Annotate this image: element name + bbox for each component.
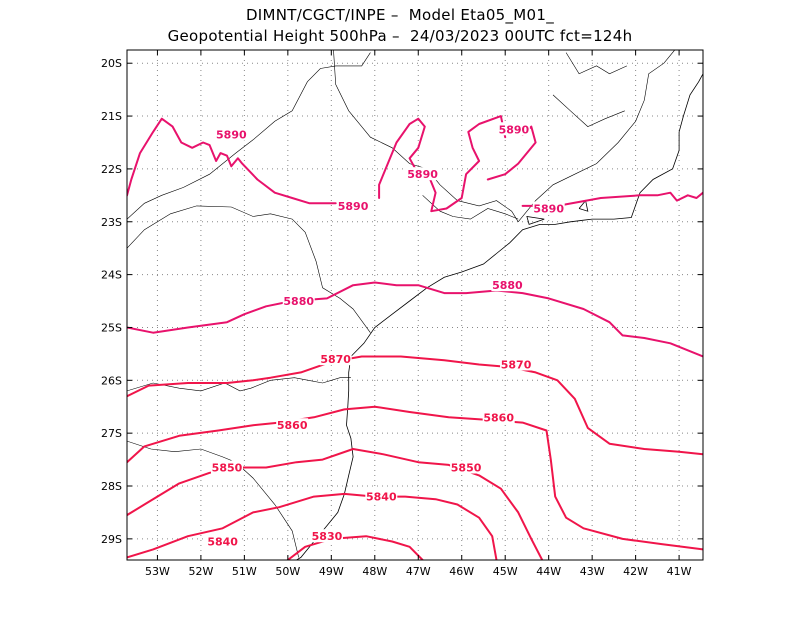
contour-label-5850: 5850 <box>451 462 482 475</box>
contour-label-5870: 5870 <box>320 353 351 366</box>
contour-line-5840 <box>127 492 498 560</box>
lon-tick-label: 42W <box>623 565 648 578</box>
lat-tick-label: 20S <box>101 57 122 70</box>
lat-tick-label: 22S <box>101 163 122 176</box>
state-boundary-line <box>127 440 299 558</box>
lat-tick-label: 21S <box>101 110 122 123</box>
lon-tick-label: 43W <box>580 565 605 578</box>
contour-label-5890: 5890 <box>407 168 438 181</box>
state-boundary-line <box>565 52 628 75</box>
state-boundary-line <box>517 50 675 222</box>
contour-line-5860 <box>127 405 703 551</box>
lon-tick-label: 53W <box>145 565 170 578</box>
contour-label-bg <box>310 529 343 543</box>
contour-label-5890: 5890 <box>499 123 530 136</box>
state-boundary-line <box>422 195 519 220</box>
contour-label-5890: 5890 <box>533 203 564 216</box>
state-boundary-line <box>333 50 519 222</box>
contour-line-5870 <box>127 355 703 456</box>
lat-tick-label: 24S <box>101 269 122 282</box>
contour-line-5890 <box>378 115 507 213</box>
plot-frame <box>126 49 704 561</box>
contour-line-5850 <box>127 448 544 560</box>
contour-label-bg <box>450 460 483 474</box>
contour-label-bg <box>482 410 515 424</box>
state-boundary-line <box>127 205 371 333</box>
lon-tick-label: 51W <box>232 565 257 578</box>
lon-tick-label: 52W <box>188 565 213 578</box>
contour-label-bg <box>532 201 565 215</box>
contour-line-5880 <box>127 281 703 358</box>
contour-line-5890 <box>521 191 703 207</box>
contour-label-bg <box>406 167 439 181</box>
contour-label-bg <box>365 489 398 503</box>
contour-label-5850: 5850 <box>212 462 243 475</box>
lon-tick-label: 46W <box>449 565 474 578</box>
contour-label-bg <box>210 460 243 474</box>
contour-label-5860: 5860 <box>277 419 308 432</box>
lat-tick-label: 27S <box>101 427 122 440</box>
contour-label-bg <box>206 534 239 548</box>
contour-label-5870: 5870 <box>501 358 532 371</box>
contour-label-bg <box>319 352 352 366</box>
lon-tick-label: 49W <box>319 565 344 578</box>
state-boundary-line <box>552 94 625 127</box>
contour-label-5890: 5890 <box>216 129 247 142</box>
contour-label-5840: 5840 <box>366 491 397 504</box>
map-title-line-2: Geopotential Height 500hPa – 24/03/2023 … <box>167 27 633 45</box>
map-title-line-1: DIMNT/CGCT/INPE – Model Eta05_M01_ <box>245 6 555 24</box>
coastline-segment <box>578 199 589 212</box>
state-boundary-line <box>127 52 371 220</box>
contour-label-bg <box>276 418 309 432</box>
contour-labels: 5890 5890 5890 5890 5890 5880 5880 5870 5870 5860… <box>206 122 565 549</box>
lat-tick-label: 25S <box>101 321 122 334</box>
coastline-segment <box>678 73 703 133</box>
state-boundaries <box>127 50 675 558</box>
lon-tick-label: 50W <box>275 565 300 578</box>
lon-tick-label: 41W <box>667 565 692 578</box>
lon-tick-label: 44W <box>536 565 561 578</box>
contour-label-bg <box>337 198 370 212</box>
lon-tick-label: 45W <box>493 565 518 578</box>
contour-label-bg <box>500 357 533 371</box>
contour-line-5830 <box>286 535 424 560</box>
contour-label-bg <box>497 122 530 136</box>
contour-label-5840: 5840 <box>207 536 238 549</box>
state-boundary-line <box>127 377 351 392</box>
lat-tick-label: 28S <box>101 480 122 493</box>
contour-label-5880: 5880 <box>283 295 314 308</box>
lon-tick-label: 47W <box>406 565 431 578</box>
contour-line-5890 <box>127 117 337 205</box>
contour-label-5860: 5860 <box>483 411 514 424</box>
lat-tick-label: 26S <box>101 374 122 387</box>
lon-tick-label: 48W <box>362 565 387 578</box>
contour-label-bg <box>282 294 315 308</box>
axis-labels: 20S 21S 22S 23S 24S 25S 26S 27S 28S 29S 53W 52W 51W 5… <box>101 50 703 578</box>
lat-tick-label: 29S <box>101 533 122 546</box>
gridlines <box>127 50 703 560</box>
contour-label-bg <box>491 278 524 292</box>
contour-label-5890: 5890 <box>338 200 369 213</box>
height-contours <box>127 115 703 560</box>
coastline-segment <box>526 216 545 225</box>
contour-label-bg <box>215 127 248 141</box>
contour-label-5880: 5880 <box>492 279 523 292</box>
lat-tick-label: 23S <box>101 216 122 229</box>
contour-label-5830: 5830 <box>312 530 343 543</box>
